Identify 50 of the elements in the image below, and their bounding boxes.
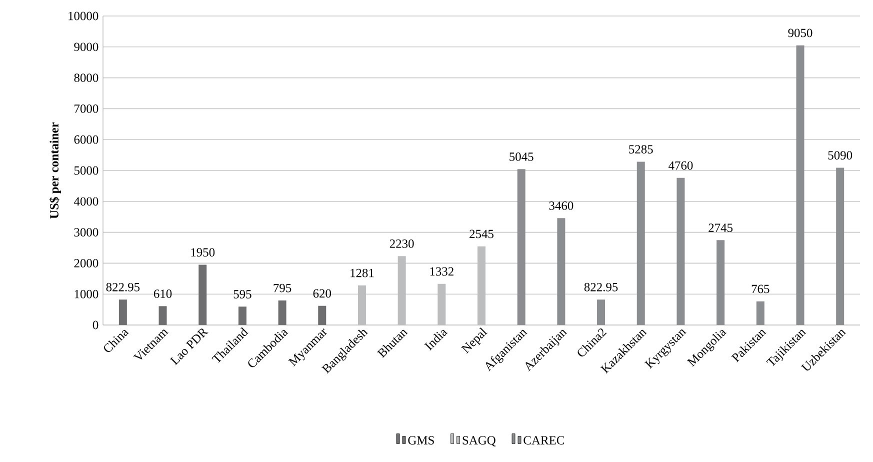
data-label: 4760 xyxy=(668,161,693,170)
data-label: 1950 xyxy=(191,248,215,257)
data-label: 1332 xyxy=(430,267,454,276)
y-axis-title: US$ per container xyxy=(49,122,62,219)
legend-label: GMS xyxy=(408,436,434,444)
bar xyxy=(716,240,725,325)
bar xyxy=(198,264,207,325)
y-tick-label: 10000 xyxy=(68,12,98,20)
bar xyxy=(278,300,286,325)
data-label: 5045 xyxy=(510,152,534,161)
data-label: 2545 xyxy=(470,230,494,238)
bar xyxy=(597,300,606,325)
y-tick-label: 3000 xyxy=(74,228,98,237)
data-label: 2230 xyxy=(390,240,414,248)
y-tick-label: 4000 xyxy=(74,197,98,206)
bar xyxy=(676,178,685,325)
data-label: 620 xyxy=(313,289,331,298)
data-label: 795 xyxy=(274,284,292,292)
bar xyxy=(836,168,844,325)
data-label: 595 xyxy=(234,290,252,298)
bar xyxy=(318,306,326,325)
bar xyxy=(557,218,566,325)
data-label: 2745 xyxy=(708,224,733,232)
bar xyxy=(238,306,246,325)
legend-label: CAREC xyxy=(524,436,564,444)
data-label: 822.95 xyxy=(106,282,140,292)
legend-label: SAGQ xyxy=(462,436,496,446)
y-tick-label: 6000 xyxy=(74,135,98,144)
data-label: 3460 xyxy=(549,201,574,210)
y-tick-label: 8000 xyxy=(74,74,98,82)
data-label: 765 xyxy=(752,284,770,294)
data-label: 1281 xyxy=(350,268,374,278)
bar xyxy=(118,300,127,325)
data-label: 9050 xyxy=(788,28,812,38)
bar xyxy=(756,301,764,325)
bar xyxy=(158,306,167,325)
x-tick-label: India xyxy=(424,330,448,351)
y-tick-label: 2000 xyxy=(74,259,98,268)
data-label: 5090 xyxy=(828,151,852,160)
y-tick-label: 5000 xyxy=(74,166,98,175)
y-tick-label: 9000 xyxy=(74,42,98,52)
bar xyxy=(796,45,804,325)
data-label: 822.95 xyxy=(584,282,618,292)
y-tick-label: 0 xyxy=(92,320,98,330)
bar xyxy=(517,169,526,325)
y-tick-label: 1000 xyxy=(74,290,98,298)
data-label: 5285 xyxy=(629,145,653,154)
data-label: 610 xyxy=(154,290,172,298)
bar xyxy=(636,162,645,325)
y-tick-label: 7000 xyxy=(74,104,98,113)
